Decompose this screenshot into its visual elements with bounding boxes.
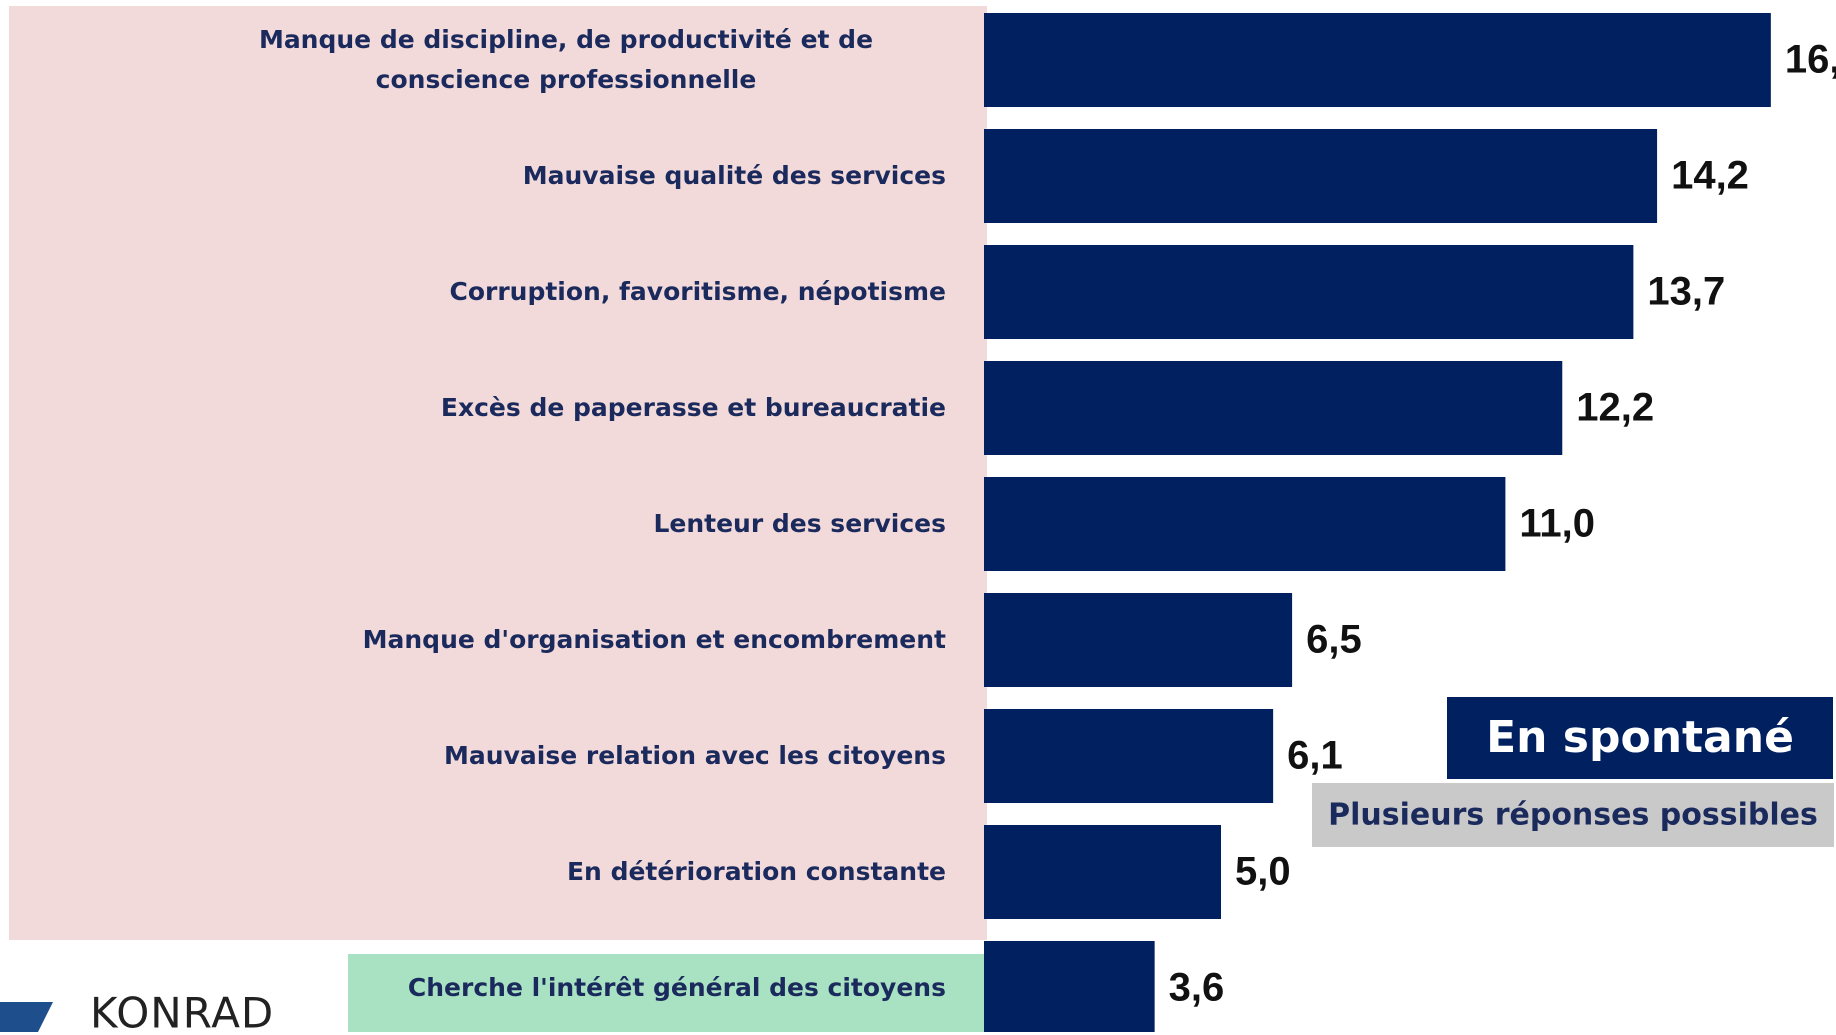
note-box xyxy=(1312,783,1834,847)
bar xyxy=(984,709,1274,803)
value-label: 12,2 xyxy=(1576,386,1654,430)
bar xyxy=(984,593,1293,687)
category-label: Excès de paperasse et bureaucratie xyxy=(0,361,946,455)
note: Plusieurs réponses possibles xyxy=(1328,798,1818,833)
category-text: Mauvaise relation avec les citoyens xyxy=(444,741,946,770)
positive-panel xyxy=(348,954,984,1032)
logo-mark xyxy=(0,1002,53,1032)
value-label: 6,5 xyxy=(1306,618,1362,662)
badge: En spontané xyxy=(1486,712,1794,763)
bar xyxy=(984,361,1563,455)
category-label: Manque de discipline, de productivité et… xyxy=(0,13,946,107)
value-label: 14,2 xyxy=(1671,154,1749,198)
negative-panel xyxy=(9,6,987,940)
category-text: Manque d'organisation et encombrement xyxy=(362,625,946,654)
bar xyxy=(984,941,1155,1032)
bar xyxy=(984,13,1771,107)
value-label: 3,6 xyxy=(1169,966,1225,1010)
logo: KONRAD xyxy=(90,989,274,1033)
bar xyxy=(984,129,1658,223)
category-label: Lenteur des services xyxy=(0,477,946,571)
badge-box xyxy=(1447,697,1833,779)
bar xyxy=(984,825,1221,919)
bar xyxy=(984,245,1634,339)
category-label: Mauvaise relation avec les citoyens xyxy=(0,709,946,803)
value-label: 11,0 xyxy=(1519,502,1595,546)
category-text: Corruption, favoritisme, népotisme xyxy=(449,277,946,306)
category-text: Lenteur des services xyxy=(653,509,946,538)
value-label: 13,7 xyxy=(1647,270,1725,314)
category-label: Corruption, favoritisme, népotisme xyxy=(0,245,946,339)
bar xyxy=(984,477,1506,571)
value-label: 16,6 xyxy=(1785,38,1836,82)
category-label: Manque d'organisation et encombrement xyxy=(0,593,946,687)
category-text: Excès de paperasse et bureaucratie xyxy=(440,393,946,422)
category-text: Cherche l'intérêt général des citoyens xyxy=(407,973,946,1002)
value-label: 6,1 xyxy=(1287,734,1343,778)
category-label: Mauvaise qualité des services xyxy=(0,129,946,223)
category-text: Mauvaise qualité des services xyxy=(522,161,946,190)
category-text: Manque de discipline, de productivité et… xyxy=(258,25,874,94)
category-label: Cherche l'intérêt général des citoyens xyxy=(0,941,946,1035)
value-label: 5,0 xyxy=(1235,850,1291,894)
category-label: En détérioration constante xyxy=(0,825,946,919)
category-text: En détérioration constante xyxy=(566,857,946,886)
